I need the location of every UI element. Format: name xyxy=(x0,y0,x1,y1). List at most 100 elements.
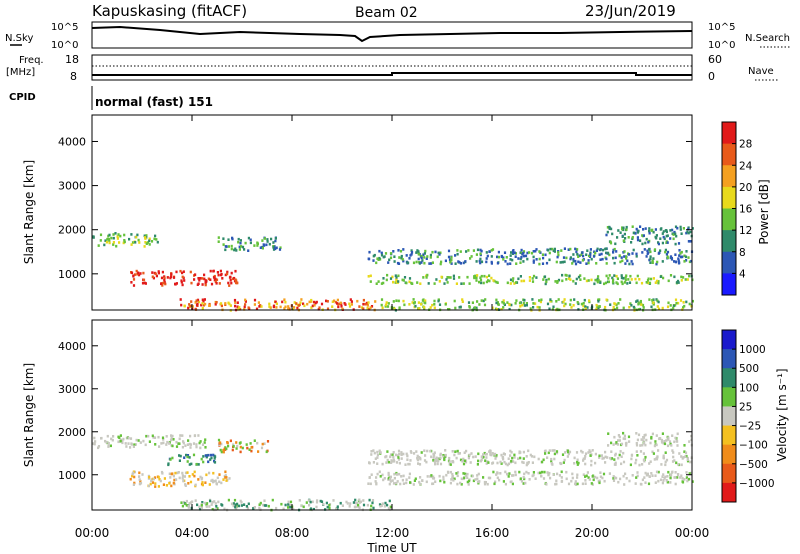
range-gate-cell xyxy=(314,301,317,305)
range-gate-cell xyxy=(587,279,590,282)
range-gate-cell xyxy=(196,298,200,302)
range-gate-cell xyxy=(620,455,623,458)
range-gate-cell xyxy=(177,442,180,445)
range-gate-cell xyxy=(417,301,420,304)
range-gate-cell xyxy=(631,225,634,228)
range-gate-cell xyxy=(387,476,390,480)
range-gate-cell xyxy=(227,281,230,285)
range-gate-cell xyxy=(204,454,207,457)
range-gate-cell xyxy=(674,482,677,486)
range-gate-cell xyxy=(423,256,426,259)
range-gate-cell xyxy=(212,480,215,484)
range-gate-cell xyxy=(170,434,173,437)
range-gate-cell xyxy=(634,277,637,281)
range-gate-cell xyxy=(691,299,694,303)
range-gate-cell xyxy=(588,254,591,258)
range-gate-cell xyxy=(395,279,398,283)
range-gate-cell xyxy=(156,240,159,244)
range-gate-cell xyxy=(468,479,471,483)
range-gate-cell xyxy=(399,249,403,253)
range-gate-cell xyxy=(557,278,561,282)
nave-tick-top: 60 xyxy=(708,53,722,66)
range-gate-cell xyxy=(655,262,658,266)
range-gate-cell xyxy=(161,436,165,440)
range-gate-cell xyxy=(439,452,442,456)
range-gate-cell xyxy=(660,441,664,444)
range-gate-cell xyxy=(608,472,611,475)
range-gate-cell xyxy=(437,299,440,303)
range-gate-cell xyxy=(464,472,467,476)
range-gate-cell xyxy=(680,250,683,254)
range-gate-cell xyxy=(104,239,107,242)
range-gate-cell xyxy=(114,232,117,235)
range-gate-cell xyxy=(584,305,587,308)
range-gate-cell xyxy=(630,278,633,281)
nsky-trace xyxy=(91,25,693,43)
range-gate-cell xyxy=(339,501,342,505)
range-gate-cell xyxy=(428,262,431,265)
range-gate-cell xyxy=(664,248,667,252)
range-gate-cell xyxy=(403,303,406,307)
range-gate-cell xyxy=(548,258,551,262)
range-gate-cell xyxy=(522,482,525,485)
range-gate-cell xyxy=(151,271,154,274)
range-gate-cell xyxy=(182,479,185,483)
range-gate-cell xyxy=(372,506,375,510)
range-gate-cell xyxy=(609,303,612,306)
range-gate-cell xyxy=(604,281,608,285)
range-gate-cell xyxy=(180,279,183,282)
range-gate-cell xyxy=(617,302,620,305)
range-gate-cell xyxy=(247,236,250,240)
range-gate-cell xyxy=(378,256,381,260)
range-gate-cell xyxy=(194,483,197,487)
range-gate-cell xyxy=(148,243,151,246)
range-gate-cell xyxy=(110,437,113,441)
range-gate-cell xyxy=(628,253,631,256)
range-gate-cell xyxy=(642,436,646,439)
range-gate-cell xyxy=(677,259,680,262)
range-gate-cell xyxy=(480,281,483,285)
range-gate-cell xyxy=(656,455,659,458)
range-gate-cell xyxy=(217,240,220,243)
range-gate-cell xyxy=(637,301,640,304)
range-gate-cell xyxy=(476,300,479,303)
range-gate-cell xyxy=(261,442,264,446)
range-gate-cell xyxy=(453,453,456,457)
range-gate-cell xyxy=(429,449,432,453)
range-gate-cell xyxy=(272,241,275,244)
range-gate-cell xyxy=(522,450,525,454)
range-gate-cell xyxy=(489,449,492,453)
range-gate-cell xyxy=(293,306,296,309)
range-gate-cell xyxy=(432,475,435,479)
range-gate-cell xyxy=(220,304,223,308)
range-gate-cell xyxy=(197,282,200,285)
colorbar-frame xyxy=(721,329,737,503)
range-gate-cell xyxy=(350,303,353,306)
range-gate-cell xyxy=(238,442,241,445)
range-gate-cell xyxy=(328,506,331,510)
range-gate-cell xyxy=(148,475,151,479)
range-gate-cell xyxy=(623,483,626,486)
range-gate-cell xyxy=(215,278,219,282)
range-gate-cell xyxy=(539,300,542,304)
range-gate-cell xyxy=(629,463,632,467)
power-colorbar-label: Power [dB] xyxy=(757,179,771,244)
range-gate-cell xyxy=(607,277,610,280)
nsearch-label: N.Search xyxy=(745,33,790,44)
range-gate-cell xyxy=(523,298,526,302)
range-gate-cell xyxy=(430,455,433,459)
range-gate-cell xyxy=(652,301,655,304)
range-gate-cell xyxy=(574,480,577,483)
range-gate-cell xyxy=(200,303,203,307)
range-gate-cell xyxy=(311,304,314,308)
range-gate-cell xyxy=(398,472,401,476)
x-tick-label: 08:00 xyxy=(275,526,310,540)
range-gate-cell xyxy=(547,473,550,477)
range-gate-cell xyxy=(105,440,108,444)
range-gate-cell xyxy=(133,481,136,485)
cpid-value: normal (fast) 151 xyxy=(95,95,213,109)
range-gate-cell xyxy=(382,478,385,482)
range-gate-cell xyxy=(583,277,586,280)
range-gate-cell xyxy=(111,438,114,442)
range-gate-cell xyxy=(576,253,579,256)
